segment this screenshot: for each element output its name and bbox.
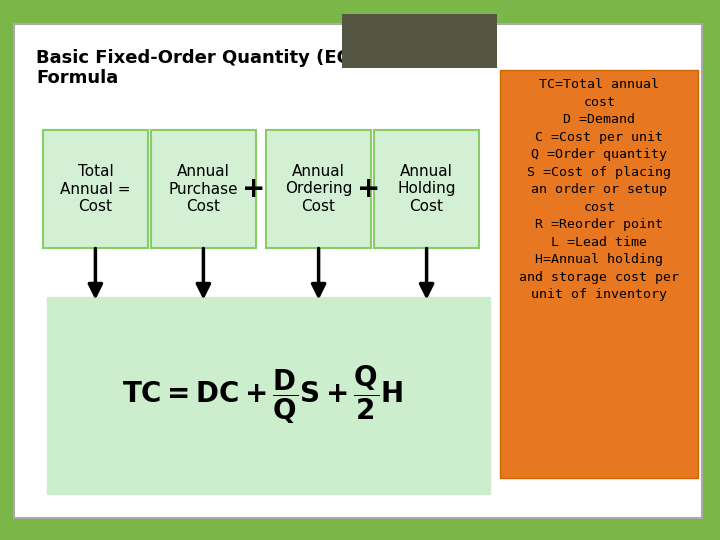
FancyBboxPatch shape	[43, 130, 148, 248]
FancyBboxPatch shape	[47, 297, 490, 494]
Text: Total
Annual =
Cost: Total Annual = Cost	[60, 164, 130, 214]
Text: Annual
Holding
Cost: Annual Holding Cost	[397, 164, 456, 214]
FancyBboxPatch shape	[342, 14, 497, 68]
Text: $\mathbf{TC = DC + \dfrac{D}{Q}S + \dfrac{Q}{2}H}$: $\mathbf{TC = DC + \dfrac{D}{Q}S + \dfra…	[122, 363, 404, 426]
Text: +: +	[357, 175, 380, 203]
Text: Basic Fixed-Order Quantity (EOQ) Model
Formula: Basic Fixed-Order Quantity (EOQ) Model F…	[36, 49, 443, 87]
Text: Annual
Purchase
Cost: Annual Purchase Cost	[168, 164, 238, 214]
FancyBboxPatch shape	[374, 130, 479, 248]
FancyBboxPatch shape	[266, 130, 371, 248]
Text: Annual
Ordering
Cost: Annual Ordering Cost	[285, 164, 352, 214]
Text: TC=Total annual
cost
D =Demand
C =Cost per unit
Q =Order quantity
S =Cost of pla: TC=Total annual cost D =Demand C =Cost p…	[519, 78, 680, 301]
FancyBboxPatch shape	[14, 24, 702, 518]
FancyBboxPatch shape	[151, 130, 256, 248]
Text: +: +	[242, 175, 265, 203]
FancyBboxPatch shape	[500, 70, 698, 478]
